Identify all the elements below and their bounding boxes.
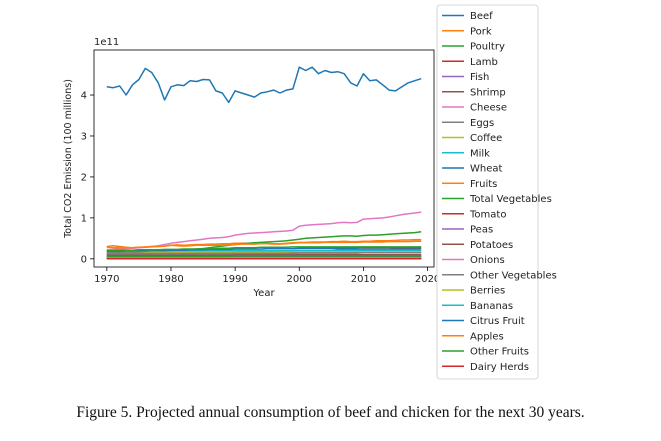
- legend-label: Bananas: [470, 301, 513, 312]
- legend-label: Potatoes: [470, 240, 513, 251]
- legend-label: Fruits: [470, 179, 497, 190]
- series-line-0: [106, 66, 422, 104]
- series-line-12: [106, 246, 422, 252]
- series-line-6: [106, 211, 422, 251]
- legend-label: Citrus Fruit: [470, 316, 525, 327]
- legend-label: Other Fruits: [470, 347, 529, 358]
- x-tick-label: 1990: [222, 274, 247, 285]
- legend-label: Lamb: [470, 57, 498, 68]
- series-line-10: [106, 247, 422, 253]
- x-tick-label: 2010: [351, 274, 376, 285]
- y-tick-label: 2: [81, 172, 87, 183]
- legend-label: Fish: [470, 72, 489, 83]
- legend-label: Poultry: [470, 42, 505, 53]
- x-tick-label: 2000: [287, 274, 312, 285]
- x-axis-label: Year: [252, 288, 275, 299]
- legend-label: Eggs: [470, 118, 494, 129]
- line-chart: 1970 1980 1990 2000 2010 2020 0 1 2 3 4 1e11 Year Tot…: [63, 4, 557, 380]
- x-tick-label: 1970: [94, 274, 119, 285]
- x-tick-label: 1980: [158, 274, 183, 285]
- legend-label: Beef: [470, 11, 493, 22]
- legend-label: Tomato: [469, 209, 506, 220]
- legend-label: Cheese: [470, 103, 507, 114]
- legend-label: Berries: [470, 286, 505, 297]
- series-line-22: [106, 255, 422, 258]
- plot-frame: [93, 49, 435, 268]
- legend-label: Onions: [470, 255, 505, 266]
- axes-layer: 1970 1980 1990 2000 2010 2020 0 1 2 3 4 1e11 Year Tot…: [63, 37, 440, 299]
- legend-label: Pork: [470, 26, 492, 37]
- x-tick-label: 2020: [415, 274, 440, 285]
- series-layer: [106, 66, 422, 260]
- series-line-11: [106, 240, 422, 249]
- legend-box: [436, 4, 539, 380]
- legend-label: Other Vegetables: [470, 270, 557, 281]
- legend: Beef Pork Poultry Lamb Fish Shrimp Cheese Eggs C…: [436, 4, 557, 380]
- legend-label: Apples: [470, 331, 504, 342]
- y-tick-label: 1: [81, 213, 87, 224]
- legend-label: Total Vegetables: [469, 194, 552, 205]
- y-tick-label: 3: [81, 131, 87, 142]
- series-line-17: [106, 251, 422, 255]
- legend-label: Coffee: [470, 133, 502, 144]
- y-tick-label: 4: [81, 91, 87, 102]
- legend-label: Milk: [470, 148, 490, 159]
- legend-label: Shrimp: [470, 87, 506, 98]
- series-line-8: [106, 250, 422, 253]
- y-axis-label: Total CO2 Emission (100 millions): [63, 79, 74, 239]
- legend-label: Dairy Herds: [470, 362, 529, 373]
- y-scale-label: 1e11: [94, 37, 119, 48]
- legend-label: Wheat: [470, 164, 503, 175]
- figure-caption: Figure 5. Projected annual consumption o…: [76, 404, 585, 421]
- legend-label: Peas: [470, 225, 493, 236]
- y-tick-label: 0: [81, 254, 87, 265]
